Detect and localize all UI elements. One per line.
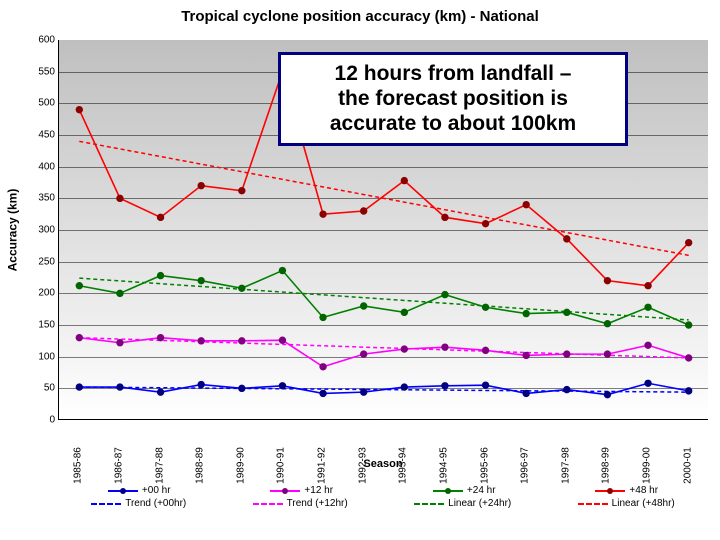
legend: +00 hr +12 hr +24 hr +48 hr Trend (+00hr) Tr… (58, 485, 708, 511)
chart-title: Tropical cyclone position accuracy (km) … (0, 8, 720, 25)
legend-item: Linear (+24hr) (414, 498, 511, 509)
x-ticks: 1985-861986-871987-881988-891989-901990-… (58, 420, 708, 480)
y-tick: 100 (38, 351, 59, 362)
annotation-line-2: the forecast position is (293, 86, 613, 111)
legend-item: +12 hr (270, 485, 333, 496)
legend-item: Trend (+00hr) (91, 498, 186, 509)
annotation-line-3: accurate to about 100km (293, 111, 613, 136)
legend-item: Linear (+48hr) (578, 498, 675, 509)
y-tick: 550 (38, 66, 59, 77)
y-tick: 250 (38, 256, 59, 267)
y-tick: 600 (38, 35, 59, 46)
y-tick: 400 (38, 161, 59, 172)
y-tick: 500 (38, 98, 59, 109)
x-axis-label: Season (58, 458, 708, 470)
y-axis-label: Accuracy (km) (2, 40, 22, 420)
y-tick: 450 (38, 130, 59, 141)
annotation-line-1: 12 hours from landfall – (293, 61, 613, 86)
chart-container: Tropical cyclone position accuracy (km) … (0, 0, 720, 540)
y-tick: 350 (38, 193, 59, 204)
y-tick: 300 (38, 225, 59, 236)
annotation-box: 12 hours from landfall – the forecast po… (278, 52, 628, 146)
y-tick: 50 (44, 383, 59, 394)
legend-item: Trend (+12hr) (253, 498, 348, 509)
legend-item: +24 hr (433, 485, 496, 496)
legend-item: +00 hr (108, 485, 171, 496)
y-tick: 150 (38, 320, 59, 331)
y-tick: 200 (38, 288, 59, 299)
legend-item: +48 hr (595, 485, 658, 496)
